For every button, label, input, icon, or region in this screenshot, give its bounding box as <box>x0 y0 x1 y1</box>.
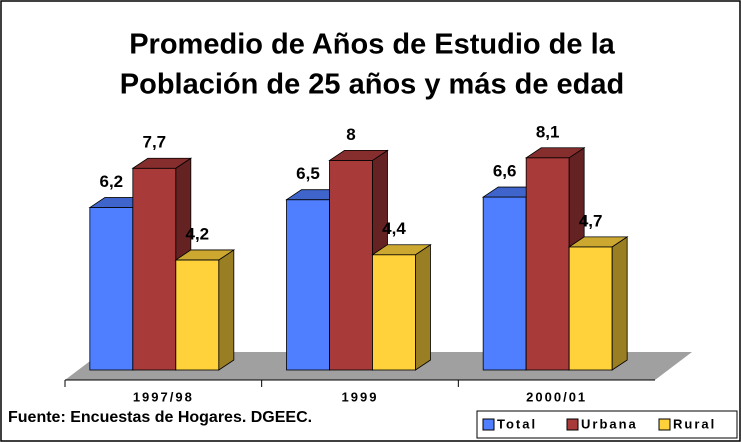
bar-top <box>328 150 389 161</box>
legend-swatch <box>658 418 671 431</box>
bar-top <box>371 244 432 256</box>
legend-swatch <box>566 418 579 431</box>
bar-side-shade <box>612 236 628 370</box>
bar-top <box>131 157 193 169</box>
bar <box>482 196 527 371</box>
bar-top-shade <box>132 158 191 169</box>
bar-side-shade <box>415 244 431 370</box>
bar <box>286 199 330 371</box>
bar <box>568 246 613 371</box>
chart-title: Población de 25 años y más de edad <box>120 69 624 101</box>
bar <box>175 259 220 371</box>
bar-top <box>567 236 629 248</box>
bar-top <box>174 249 236 261</box>
bar-top-shade <box>329 150 388 161</box>
bar-top-shade <box>526 147 585 158</box>
bar-top-shade <box>175 249 234 260</box>
value-label: 4,4 <box>382 219 406 238</box>
legend-label: Urbana <box>581 416 638 431</box>
legend-label: Rural <box>673 416 716 431</box>
x-tick-label: 2000/01 <box>526 389 587 404</box>
bar-top-shade <box>372 244 431 255</box>
legend-box <box>476 410 738 439</box>
chart-title: Promedio de Años de Estudio de la <box>129 29 615 61</box>
bar <box>132 167 177 371</box>
value-label: 6,5 <box>296 164 320 183</box>
value-label: 8 <box>346 125 355 144</box>
value-label: 8,1 <box>536 122 560 141</box>
value-label: 4,7 <box>579 211 603 230</box>
x-tick-label: 1997/98 <box>133 389 194 404</box>
value-label: 6,6 <box>493 162 517 181</box>
bar <box>525 157 570 371</box>
bar <box>329 159 373 371</box>
x-tick-label: 1999 <box>342 389 379 404</box>
source-note: Fuente: Encuestas de Hogares. DGEEC. <box>8 409 312 426</box>
bar-top <box>524 147 586 159</box>
legend-label: Total <box>497 416 537 431</box>
bar <box>89 207 134 371</box>
value-label: 7,7 <box>143 133 167 152</box>
bar-side-shade <box>218 249 234 370</box>
value-label: 4,2 <box>186 224 210 243</box>
bar <box>372 254 416 371</box>
value-label: 6,2 <box>100 172 124 191</box>
bar-top-shade <box>569 236 628 247</box>
legend-swatch <box>482 418 495 431</box>
